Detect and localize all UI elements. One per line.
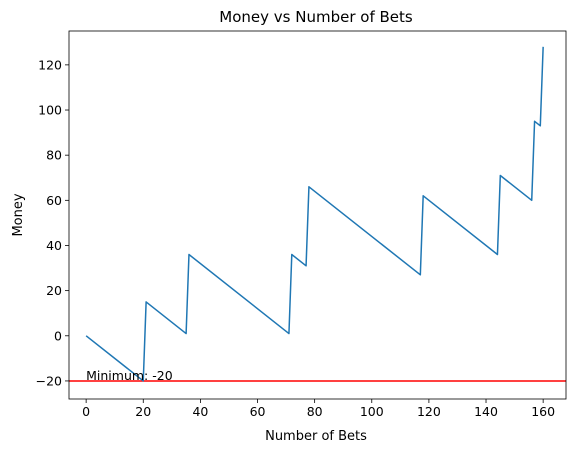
x-tick-label: 100 bbox=[360, 404, 384, 419]
x-tick-label: 80 bbox=[307, 404, 323, 419]
x-axis-label: Number of Bets bbox=[265, 429, 367, 444]
y-tick-label: 120 bbox=[38, 57, 62, 72]
x-tick-label: 120 bbox=[417, 404, 441, 419]
y-tick-label: 0 bbox=[54, 328, 62, 343]
x-tick-label: 140 bbox=[474, 404, 498, 419]
y-tick-label: 80 bbox=[46, 148, 62, 163]
y-tick-label: 60 bbox=[46, 193, 62, 208]
y-tick-label: 40 bbox=[46, 238, 62, 253]
y-axis-label: Money bbox=[11, 193, 26, 236]
x-tick-label: 20 bbox=[135, 404, 151, 419]
minimum-annotation: Minimum: -20 bbox=[86, 368, 173, 383]
plot-area: Minimum: -20 bbox=[68, 30, 567, 400]
y-axis: −20 0 20 40 60 80 100 120 bbox=[36, 57, 69, 388]
chart-title: Money vs Number of Bets bbox=[219, 8, 413, 26]
plot-frame bbox=[68, 30, 567, 400]
y-tick-label: 100 bbox=[38, 103, 62, 118]
series-line-0 bbox=[85, 46, 544, 382]
x-tick-label: 40 bbox=[192, 404, 208, 419]
y-tick-label: −20 bbox=[36, 373, 62, 388]
y-tick-label: 20 bbox=[46, 283, 62, 298]
x-tick-label: 0 bbox=[82, 404, 90, 419]
x-axis: 0 20 40 60 80 100 120 140 160 bbox=[82, 399, 555, 419]
x-tick-label: 160 bbox=[531, 404, 555, 419]
x-tick-label: 60 bbox=[250, 404, 266, 419]
